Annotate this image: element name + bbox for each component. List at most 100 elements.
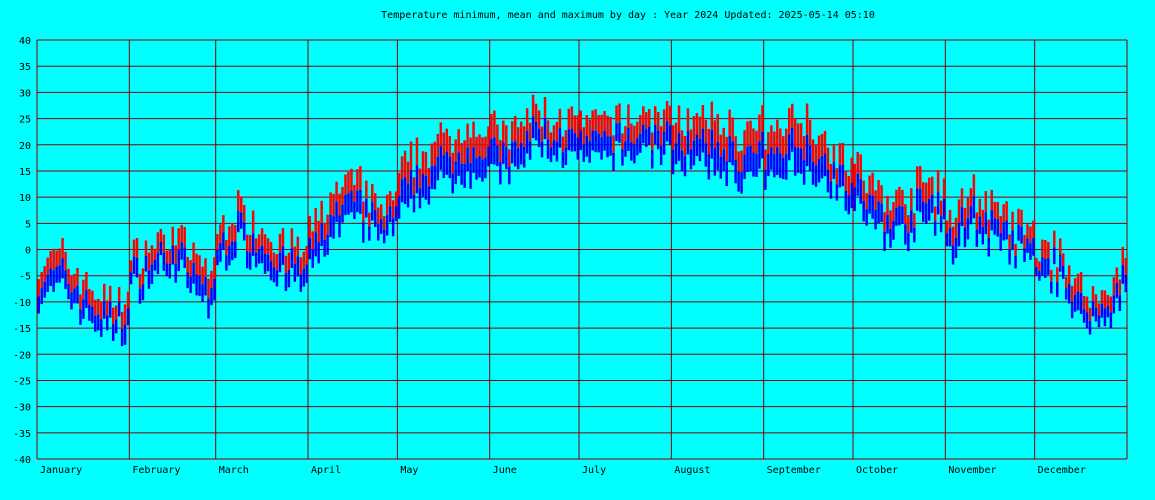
min-bar xyxy=(1115,282,1119,299)
min-bar xyxy=(353,202,356,220)
max-bar xyxy=(147,252,151,271)
min-bar xyxy=(374,210,377,228)
max-bar xyxy=(871,172,874,196)
min-bar xyxy=(442,155,446,179)
max-bar xyxy=(213,257,216,279)
min-bar xyxy=(320,223,323,247)
min-bar xyxy=(880,203,883,222)
max-bar xyxy=(627,104,630,128)
max-bar xyxy=(409,141,413,171)
min-bar xyxy=(308,237,311,260)
min-bar xyxy=(58,265,61,283)
max-bar xyxy=(990,189,993,211)
min-bar xyxy=(829,181,833,199)
max-bar xyxy=(939,200,943,217)
min-bar xyxy=(1112,295,1116,314)
max-bar xyxy=(847,175,851,196)
max-bar xyxy=(1056,267,1059,283)
min-bar xyxy=(406,184,410,208)
y-tick-label: -40 xyxy=(13,455,31,466)
min-bar xyxy=(859,179,862,204)
min-bar xyxy=(344,194,347,216)
max-bar xyxy=(371,184,374,203)
min-bar xyxy=(1017,224,1020,241)
min-bar xyxy=(505,147,508,170)
max-bar xyxy=(150,245,154,265)
min-bar xyxy=(621,149,624,166)
min-bar xyxy=(1005,220,1008,240)
max-bar xyxy=(284,255,288,274)
month-label: November xyxy=(948,465,996,476)
max-bar xyxy=(365,180,368,200)
min-bar xyxy=(1109,312,1113,329)
max-bar xyxy=(719,134,722,157)
min-bar xyxy=(978,216,982,234)
min-bar xyxy=(1050,281,1053,294)
min-bar xyxy=(382,229,386,244)
min-bar xyxy=(659,145,663,166)
min-bar xyxy=(269,261,273,281)
max-bar xyxy=(1038,261,1041,272)
max-bar xyxy=(237,190,240,212)
max-bar xyxy=(1106,294,1110,307)
max-bar xyxy=(287,252,291,270)
min-bar xyxy=(609,136,612,156)
max-bar xyxy=(245,234,249,252)
min-bar xyxy=(469,163,472,189)
min-bar xyxy=(439,146,443,170)
min-bar xyxy=(725,161,728,187)
y-tick-label: -25 xyxy=(13,376,31,387)
min-bar xyxy=(939,216,943,233)
min-bar xyxy=(231,241,234,261)
min-bar xyxy=(823,153,827,177)
max-bar xyxy=(397,172,401,196)
max-bar xyxy=(764,149,767,170)
max-bar xyxy=(993,201,996,219)
min-bar xyxy=(314,232,317,257)
max-bar xyxy=(55,250,58,267)
y-tick-label: -20 xyxy=(13,350,31,361)
max-bar xyxy=(999,216,1002,234)
min-bar xyxy=(454,161,457,185)
max-bar xyxy=(362,201,365,223)
max-bar xyxy=(418,168,422,189)
min-bar xyxy=(365,199,368,218)
min-bar xyxy=(567,129,571,151)
min-bar xyxy=(1103,308,1107,327)
min-bar xyxy=(749,145,752,172)
max-bar xyxy=(930,176,934,195)
y-tick-label: 30 xyxy=(19,88,31,99)
min-bar xyxy=(490,139,493,165)
y-tick-label: -30 xyxy=(13,403,31,414)
month-label: September xyxy=(767,465,821,476)
max-bar xyxy=(490,114,493,140)
month-label: August xyxy=(674,465,710,476)
max-bar xyxy=(594,109,597,131)
max-bar xyxy=(269,241,273,262)
max-bar xyxy=(85,271,88,290)
max-bar xyxy=(856,151,859,174)
min-bar xyxy=(368,226,371,241)
min-bar xyxy=(987,238,991,257)
max-bar xyxy=(793,118,797,147)
min-bar xyxy=(46,274,49,292)
min-bar xyxy=(927,199,931,221)
min-bar xyxy=(493,137,496,165)
min-bar xyxy=(290,248,294,269)
min-bar xyxy=(1056,282,1059,298)
min-bar xyxy=(951,245,955,265)
min-bar xyxy=(499,162,502,185)
min-bar xyxy=(972,196,976,219)
min-bar xyxy=(1097,315,1101,328)
max-bar xyxy=(126,291,130,309)
max-bar xyxy=(400,156,404,180)
max-bar xyxy=(546,120,550,140)
min-bar xyxy=(52,270,55,292)
min-bar xyxy=(692,140,696,166)
max-bar xyxy=(567,108,571,130)
max-bar xyxy=(88,288,91,305)
min-bar xyxy=(472,147,475,173)
min-bar xyxy=(463,164,466,188)
max-bar xyxy=(353,184,356,203)
min-bar xyxy=(716,142,719,171)
